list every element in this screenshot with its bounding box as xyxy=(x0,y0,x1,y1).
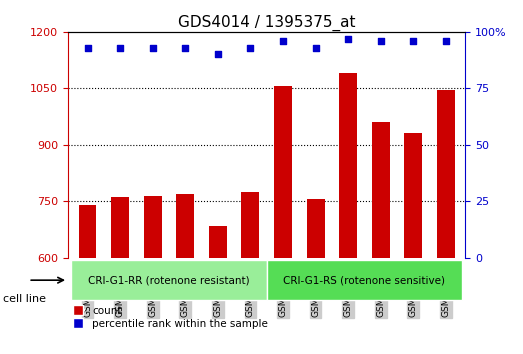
Bar xyxy=(209,225,227,258)
Text: cell line: cell line xyxy=(3,294,46,304)
Point xyxy=(149,45,157,51)
Bar xyxy=(176,194,194,258)
Point xyxy=(311,45,320,51)
Bar xyxy=(78,205,97,258)
Bar xyxy=(437,90,455,258)
Bar xyxy=(274,86,292,258)
Point xyxy=(181,45,189,51)
Bar xyxy=(267,260,462,301)
Legend: count, percentile rank within the sample: count, percentile rank within the sample xyxy=(73,306,268,329)
Bar xyxy=(306,199,325,258)
Point xyxy=(409,38,417,44)
Bar xyxy=(71,260,267,301)
Bar xyxy=(372,122,390,258)
Text: CRI-G1-RR (rotenone resistant): CRI-G1-RR (rotenone resistant) xyxy=(88,275,250,285)
Bar xyxy=(242,192,259,258)
Point xyxy=(83,45,92,51)
Point xyxy=(246,45,255,51)
Bar xyxy=(144,195,162,258)
Text: CRI-G1-RS (rotenone sensitive): CRI-G1-RS (rotenone sensitive) xyxy=(283,275,446,285)
Point xyxy=(344,36,353,41)
Point xyxy=(279,38,287,44)
Bar xyxy=(404,133,422,258)
Point xyxy=(442,38,450,44)
Bar xyxy=(111,198,129,258)
Bar xyxy=(339,73,357,258)
Title: GDS4014 / 1395375_at: GDS4014 / 1395375_at xyxy=(178,14,356,30)
Point xyxy=(214,52,222,57)
Point xyxy=(116,45,124,51)
Point xyxy=(377,38,385,44)
